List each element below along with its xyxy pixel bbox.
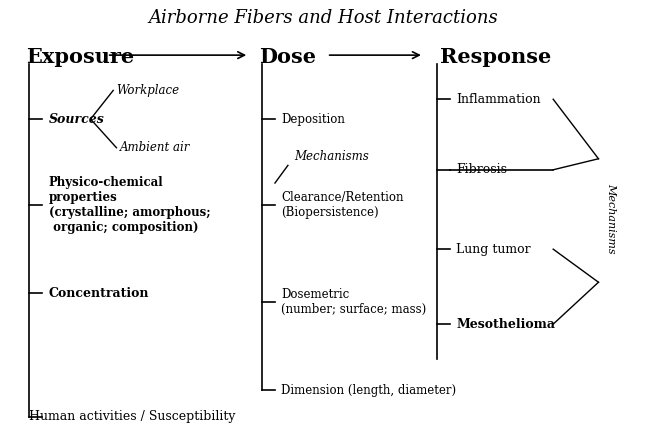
Text: Mechanisms: Mechanisms (606, 183, 617, 254)
Text: Inflammation: Inflammation (456, 93, 541, 106)
Text: Clearance/Retention
(Biopersistence): Clearance/Retention (Biopersistence) (281, 191, 404, 219)
Text: Dose: Dose (259, 47, 316, 67)
Text: Mechanisms: Mechanisms (294, 150, 369, 163)
Text: Ambient air: Ambient air (120, 141, 190, 154)
Text: Concentration: Concentration (49, 287, 149, 300)
Text: Sources: Sources (49, 112, 104, 126)
Text: Exposure: Exposure (26, 47, 134, 67)
Text: Dosemetric
(number; surface; mass): Dosemetric (number; surface; mass) (281, 288, 426, 316)
Text: Deposition: Deposition (281, 112, 345, 126)
Text: Workplace: Workplace (116, 84, 180, 97)
Text: Physico-chemical
properties
(crystalline; amorphous;
 organic; composition): Physico-chemical properties (crystalline… (49, 176, 210, 234)
Text: Fibrosis: Fibrosis (456, 163, 507, 176)
Text: Response: Response (440, 47, 551, 67)
Text: Lung tumor: Lung tumor (456, 243, 531, 256)
Text: Airborne Fibers and Host Interactions: Airborne Fibers and Host Interactions (149, 9, 498, 26)
Text: Mesothelioma: Mesothelioma (456, 318, 555, 331)
Text: Human activities / Susceptibility: Human activities / Susceptibility (29, 410, 236, 423)
Text: Dimension (length, diameter): Dimension (length, diameter) (281, 384, 457, 397)
